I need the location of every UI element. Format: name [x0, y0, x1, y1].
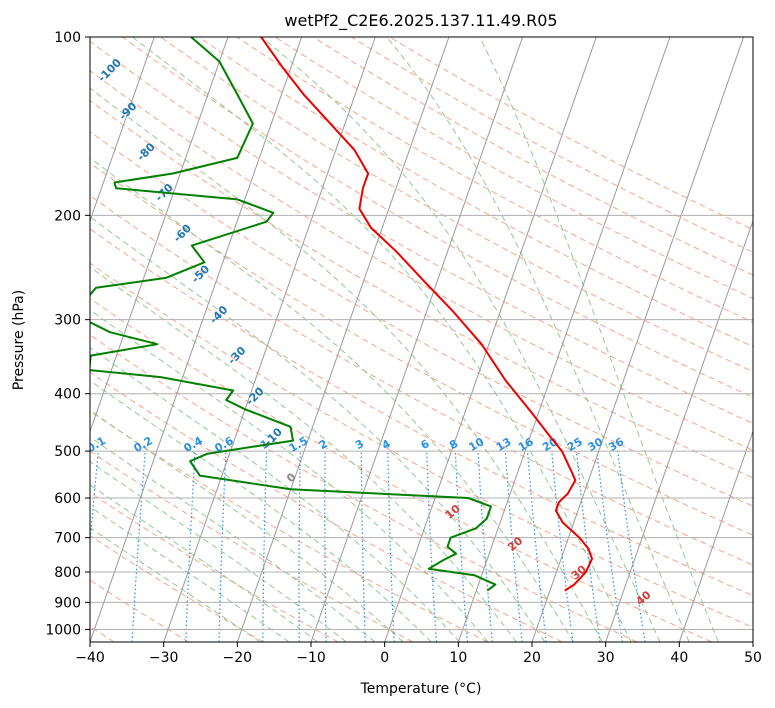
x-tick-label: 40 — [670, 650, 688, 666]
moist-adiabat-line — [90, 346, 461, 642]
moist-adiabat-line — [90, 266, 517, 642]
moist-adiabat-line — [90, 157, 575, 642]
dry-adiabat-line — [90, 228, 753, 597]
y-tick-label: 700 — [54, 531, 81, 547]
mixing-ratio-line — [617, 451, 646, 642]
y-axis-title: Pressure (hPa) — [11, 290, 27, 390]
y-tick-label: 100 — [54, 30, 81, 46]
isotherm-line — [90, 37, 155, 223]
dry-adiabat-line — [90, 162, 753, 536]
dry-adiabat-line — [90, 492, 339, 642]
isotherm-line — [90, 37, 303, 642]
isotherm-line — [531, 37, 745, 642]
moist-adiabat-line — [90, 309, 489, 642]
mixing-ratio-line — [575, 451, 601, 642]
x-tick-label: −20 — [223, 650, 253, 666]
pressure-grid — [90, 37, 753, 630]
isotherm-line — [605, 219, 753, 642]
mixing-ratio-line — [596, 451, 623, 642]
moist-adiabat-line — [386, 37, 690, 642]
y-tick-label: 500 — [54, 444, 81, 460]
dry-adiabat-line — [90, 297, 712, 642]
isotherm-line — [310, 37, 524, 642]
dewpoint-profile — [90, 37, 497, 592]
dry-adiabat-line — [90, 100, 753, 479]
moist-adiabat-line — [90, 380, 432, 642]
x-tick-label: −40 — [75, 650, 105, 666]
moist-adiabat-line — [90, 409, 404, 642]
dry-adiabat-line — [90, 262, 753, 629]
x-tick-label: −30 — [149, 650, 179, 666]
x-tick-label: 30 — [597, 650, 615, 666]
dry-adiabat-line — [90, 410, 488, 642]
dry-adiabat-line — [274, 37, 753, 299]
mixing-ratio-line — [504, 451, 523, 642]
dry-adiabat-line — [160, 37, 753, 373]
dry-adiabat-line — [90, 69, 753, 451]
moist-adiabat-line — [90, 505, 290, 642]
isotherm-line — [457, 37, 671, 642]
dry-adiabat-line — [90, 194, 753, 566]
moist-adiabat-line — [261, 37, 661, 642]
x-tick-label: 0 — [380, 650, 389, 666]
y-tick-label: 800 — [54, 565, 81, 581]
moist-adiabat-line — [90, 216, 546, 642]
y-tick-label: 1000 — [45, 622, 81, 638]
mixing-ratio-line — [477, 451, 493, 642]
moist-adiabat-line — [132, 37, 632, 642]
y-tick-label: 900 — [54, 595, 81, 611]
dry-adiabat-line — [90, 130, 753, 507]
y-tick-label: 200 — [54, 208, 81, 224]
y-tick-label: 300 — [54, 313, 81, 329]
moist-adiabat-line — [90, 484, 319, 642]
mixing-ratio-line — [526, 451, 547, 642]
y-axis: 100 200 300 400 500 600 700 800 900 1000 — [45, 30, 90, 638]
chart-title: wetPf2_C2E6.2025.137.11.49.R05 — [284, 11, 557, 31]
data-series — [90, 37, 593, 592]
x-tick-label: 50 — [744, 650, 762, 666]
moist-adiabat-line — [90, 527, 261, 642]
isotherm-line — [90, 37, 229, 433]
x-tick-label: −10 — [296, 650, 326, 666]
dry-adiabat-line — [90, 579, 190, 642]
isotherm-line — [678, 429, 753, 642]
moist-adiabat-line — [90, 436, 376, 642]
moist-adiabat-line — [479, 37, 719, 642]
x-tick-label: 10 — [449, 650, 467, 666]
isotherm-line — [236, 37, 450, 642]
dry-adiabat-line — [122, 37, 753, 398]
mixing-ratio-line — [90, 451, 99, 550]
moist-adiabats — [90, 37, 719, 642]
isotherm-line — [163, 37, 376, 642]
dry-adiabat-line — [90, 334, 638, 642]
dry-adiabat-line — [90, 535, 264, 642]
isotherm-grid — [90, 37, 753, 642]
y-tick-label: 600 — [54, 491, 81, 507]
isotherm-line — [384, 37, 597, 642]
plot-frame — [89, 36, 754, 643]
x-axis-title: Temperature (°C) — [360, 681, 482, 697]
x-tick-label: 20 — [523, 650, 541, 666]
mixing-ratio-line — [551, 451, 574, 642]
mixing-ratio-lines — [90, 451, 646, 642]
y-tick-label: 400 — [54, 387, 81, 403]
x-axis: −40 −30 −20 −10 0 10 20 30 40 50 — [75, 642, 762, 666]
temperature-profile — [260, 37, 593, 592]
